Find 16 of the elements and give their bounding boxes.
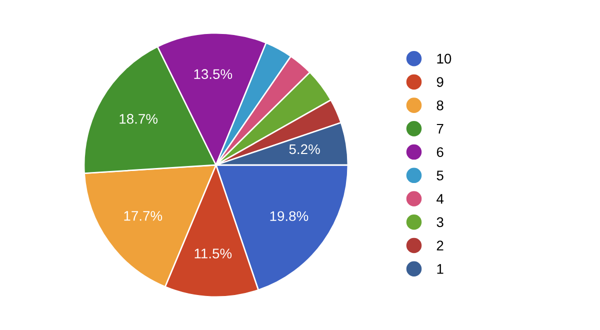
legend-label: 4: [436, 194, 444, 204]
legend-label: 6: [436, 147, 444, 158]
data-label: 19.8%: [270, 211, 308, 222]
legend-label: 5: [436, 170, 444, 180]
data-label: 5.2%: [289, 144, 320, 154]
legend-label: 7: [436, 124, 444, 134]
legend-label: 1: [437, 264, 444, 274]
data-label: 11.5%: [194, 248, 232, 258]
data-label: 13.5%: [194, 69, 232, 80]
data-label: 17.7%: [124, 211, 162, 221]
legend-label: 2: [436, 240, 444, 250]
legend-label: 3: [436, 217, 444, 228]
legend-label: 8: [436, 100, 444, 110]
data-label: 18.7%: [120, 114, 158, 124]
legend-label: 9: [436, 77, 444, 87]
legend-label: 10: [437, 54, 452, 64]
